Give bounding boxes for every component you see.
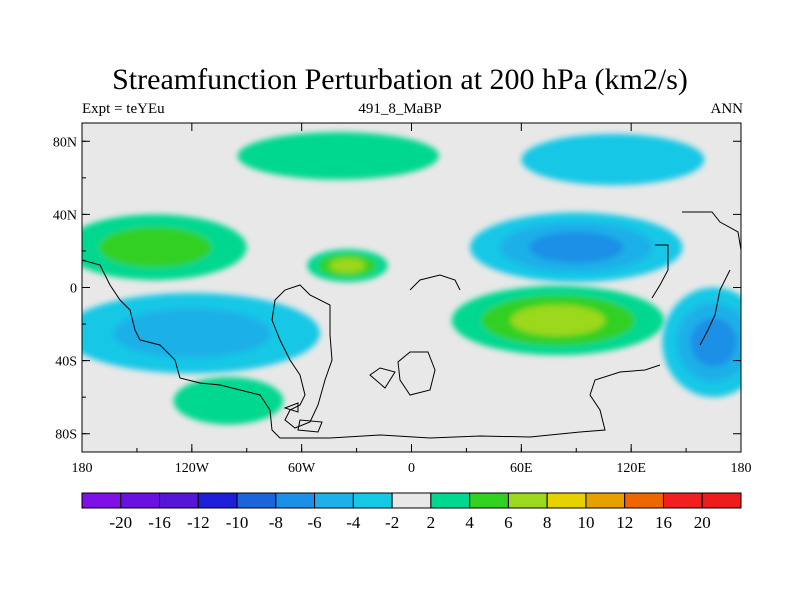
colorbar-label: 12 [616, 513, 633, 532]
colorbar-label: -12 [187, 513, 210, 532]
colorbar: -20 -16 -12 -10 -8 -6 -4 -2 2 4 6 8 10 12 16 20 [81, 492, 742, 532]
contour-feature [307, 249, 388, 283]
x-tick-label: 120W [175, 461, 210, 476]
colorbar-label: 10 [577, 513, 594, 532]
contour-band [98, 227, 212, 268]
colorbar-box [546, 492, 587, 509]
contour-band [690, 317, 737, 367]
colorbar-label: -4 [346, 513, 361, 532]
colorbar-label: 6 [504, 513, 513, 532]
colorbar-box [236, 492, 277, 509]
contour-feature [173, 377, 284, 425]
experiment-label: Expt = teYEu [82, 101, 165, 117]
axes: 180 120W 60W 0 60E 120E 180 80N 40N 0 40S 80S [53, 123, 752, 476]
colorbar-box [197, 492, 238, 509]
y-tick-label: 0 [70, 282, 77, 297]
contour-band [112, 308, 271, 358]
x-tick-label: 120E [616, 461, 646, 476]
contour-band [529, 231, 624, 263]
colorbar-label: -6 [308, 513, 322, 532]
colorbar-box [585, 492, 626, 509]
x-tick-label: 60W [288, 461, 316, 476]
x-tick-label: 0 [408, 461, 415, 476]
colorbar-label: -10 [226, 513, 249, 532]
contour-band [521, 133, 705, 186]
x-tick-label: 180 [72, 461, 93, 476]
contour-feature [521, 133, 705, 186]
contour-feature [451, 285, 665, 356]
contour-feature [662, 287, 741, 398]
contour-band [329, 258, 366, 273]
colorbar-label: -8 [269, 513, 283, 532]
colorbar-box [662, 492, 703, 509]
colorbar-box [701, 492, 742, 509]
contour-feature [237, 132, 439, 180]
colorbar-box [314, 492, 354, 509]
case-label: 491_8_MaBP [358, 101, 442, 117]
colorbar-box [430, 492, 471, 509]
colorbar-label: -16 [148, 513, 171, 532]
colorbar-box [159, 492, 199, 509]
x-tick-label: 60E [510, 461, 533, 476]
contour-feature [82, 214, 247, 281]
colorbar-label: 20 [694, 513, 711, 532]
colorbar-box [624, 492, 664, 509]
contour-feature [470, 212, 683, 283]
contour-band [173, 377, 284, 425]
season-label: ANN [710, 101, 744, 117]
coastlines [82, 211, 741, 439]
y-tick-label: 40N [53, 208, 77, 223]
contour-band [237, 132, 439, 180]
colorbar-label: 4 [465, 513, 474, 532]
colorbar-box [469, 492, 509, 509]
colorbar-label: 8 [543, 513, 552, 532]
colorbar-box [81, 492, 122, 509]
colorbar-box [120, 492, 161, 509]
colorbar-box [507, 492, 548, 509]
y-tick-label: 80S [55, 428, 77, 443]
contour-band [510, 304, 606, 336]
x-tick-label: 180 [731, 461, 752, 476]
colorbar-box [275, 492, 316, 509]
chart-title: Streamfunction Perturbation at 200 hPa (… [112, 63, 688, 96]
colorbar-label: 2 [427, 513, 436, 532]
colorbar-label: -2 [385, 513, 399, 532]
colorbar-box [352, 492, 393, 509]
colorbar-label: -20 [109, 513, 132, 532]
contour-fields [82, 132, 741, 425]
colorbar-box [391, 492, 432, 509]
y-tick-label: 80N [53, 135, 77, 150]
y-tick-label: 40S [55, 355, 77, 370]
contour-feature [82, 292, 320, 374]
colorbar-label: 16 [655, 513, 672, 532]
